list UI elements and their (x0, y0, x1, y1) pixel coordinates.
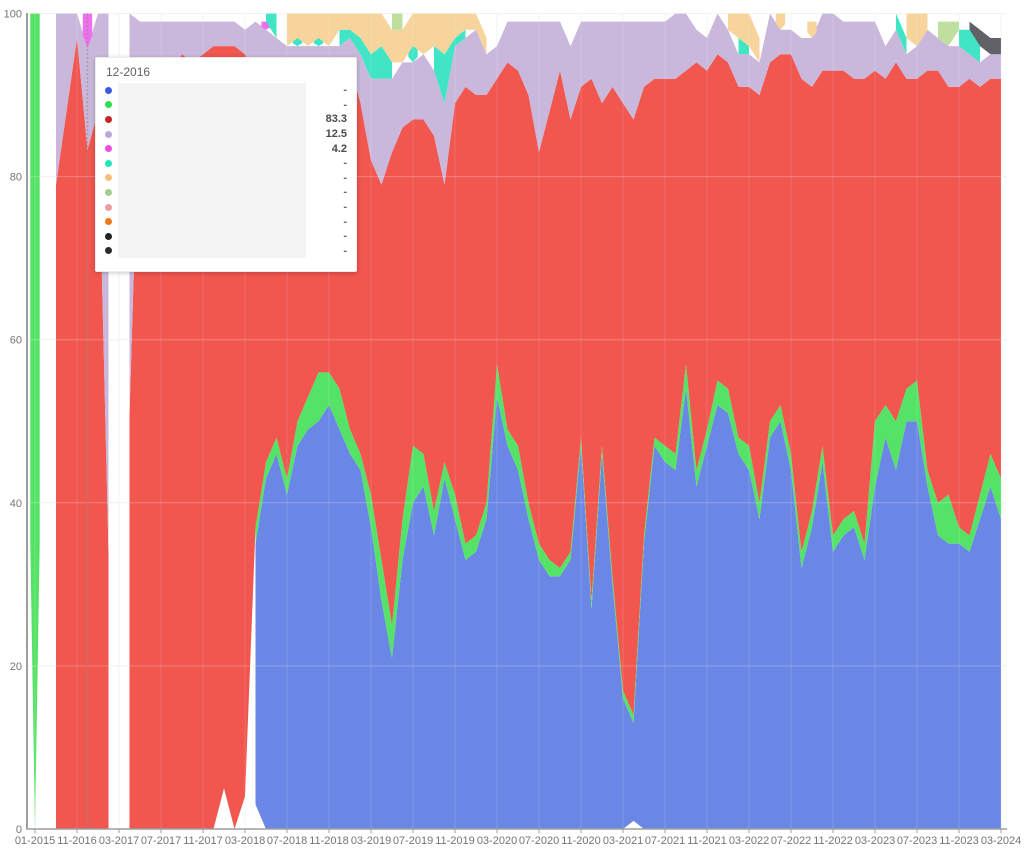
x-axis-label: 07-2019 (393, 835, 433, 847)
tooltip-title: 12-2016 (106, 65, 151, 79)
x-axis-label: 03-2023 (855, 835, 895, 847)
tooltip-series-name-redacted (118, 185, 306, 200)
tooltip-value: 83.3 (325, 113, 347, 126)
tooltip-series-name-redacted (118, 155, 306, 171)
x-axis-label: 11-2016 (57, 835, 97, 847)
tooltip-row: - (105, 243, 347, 259)
y-axis-label: 80 (10, 172, 22, 184)
chart-tooltip: 12-2016 - -83.3 12.5 4.2- - - - - - - (95, 57, 357, 272)
x-axis-label: 01-2015 (15, 835, 55, 847)
tooltip-row: - (105, 97, 347, 113)
tooltip-row: - (105, 199, 347, 215)
x-axis-label: 03-2022 (729, 835, 769, 847)
tooltip-row: - (105, 228, 347, 244)
x-axis-label: 03-2020 (477, 835, 517, 847)
x-axis-label: 11-2020 (561, 835, 601, 847)
tooltip-row: - (105, 170, 347, 186)
tooltip-value: - (343, 201, 347, 214)
x-axis-label: 03-2018 (225, 835, 265, 847)
tooltip-series-name-redacted (118, 83, 306, 98)
x-axis-label: 07-2018 (267, 835, 307, 847)
series-color-dot (105, 203, 112, 211)
tooltip-series-name-redacted (118, 243, 306, 259)
series-color-dot (105, 145, 112, 153)
y-axis-label: 0 (16, 824, 22, 836)
tooltip-row: 12.5 (105, 126, 347, 142)
series-color-dot (105, 130, 112, 138)
tooltip-value: - (343, 215, 347, 228)
tooltip-value: 12.5 (325, 128, 347, 141)
tooltip-series-name-redacted (118, 97, 306, 113)
tooltip-value: - (343, 84, 347, 97)
x-axis-label: 03-2024 (981, 835, 1021, 847)
series-color-dot (105, 159, 112, 167)
tooltip-series-name-redacted (118, 199, 306, 215)
series-color-dot (105, 188, 112, 196)
tooltip-value: - (343, 157, 347, 170)
series-color-dot (105, 115, 112, 123)
tooltip-row: 4.2 (105, 141, 347, 156)
x-axis-label: 11-2023 (939, 835, 979, 847)
y-axis-label: 100 (4, 9, 22, 21)
tooltip-series-name-redacted (118, 170, 306, 186)
series-color-dot (105, 218, 112, 226)
x-axis-label: 07-2022 (771, 835, 811, 847)
tooltip-series-name-redacted (118, 112, 306, 127)
tooltip-row: - (105, 83, 347, 98)
tooltip-row: - (105, 155, 347, 171)
x-axis-label: 03-2021 (603, 835, 643, 847)
y-axis-label: 20 (10, 661, 22, 673)
series-color-dot (105, 247, 112, 255)
y-axis-label: 60 (10, 335, 22, 347)
tooltip-value: - (343, 186, 347, 199)
tooltip-value: - (343, 171, 347, 184)
x-axis-label: 07-2017 (141, 835, 181, 847)
series-color-dot (105, 86, 112, 94)
series-color-dot (105, 174, 112, 182)
tooltip-row: - (105, 185, 347, 200)
x-axis-label: 11-2017 (183, 835, 223, 847)
series-color-dot (105, 232, 112, 240)
x-axis-label: 11-2019 (435, 835, 475, 847)
series-color-dot (105, 101, 112, 109)
tooltip-value: 4.2 (331, 142, 347, 155)
y-axis-label: 40 (10, 498, 22, 510)
x-axis-label: 07-2021 (645, 835, 685, 847)
x-axis-label: 11-2018 (309, 835, 349, 847)
x-axis-label: 03-2019 (351, 835, 391, 847)
tooltip-series-name-redacted (118, 141, 306, 156)
tooltip-value: - (343, 98, 347, 111)
tooltip-row: 83.3 (105, 112, 347, 127)
x-axis-label: 07-2020 (519, 835, 559, 847)
tooltip-series-name-redacted (118, 126, 306, 142)
tooltip-value: - (343, 230, 347, 243)
tooltip-value: - (343, 244, 347, 257)
axes: 0 20 40 60 80 100 01-2015 11-2016 03-2017 07-2017… (4, 9, 1022, 848)
x-axis-label: 07-2023 (897, 835, 937, 847)
tooltip-row: - (105, 214, 347, 229)
x-axis-label: 11-2022 (813, 835, 853, 847)
tooltip-rows: - -83.3 12.5 4.2- - - - - - - (105, 83, 347, 259)
x-axis-label: 03-2017 (99, 835, 139, 847)
x-axis-label: 11-2021 (687, 835, 727, 847)
tooltip-series-name-redacted (118, 228, 306, 244)
tooltip-series-name-redacted (118, 214, 306, 229)
